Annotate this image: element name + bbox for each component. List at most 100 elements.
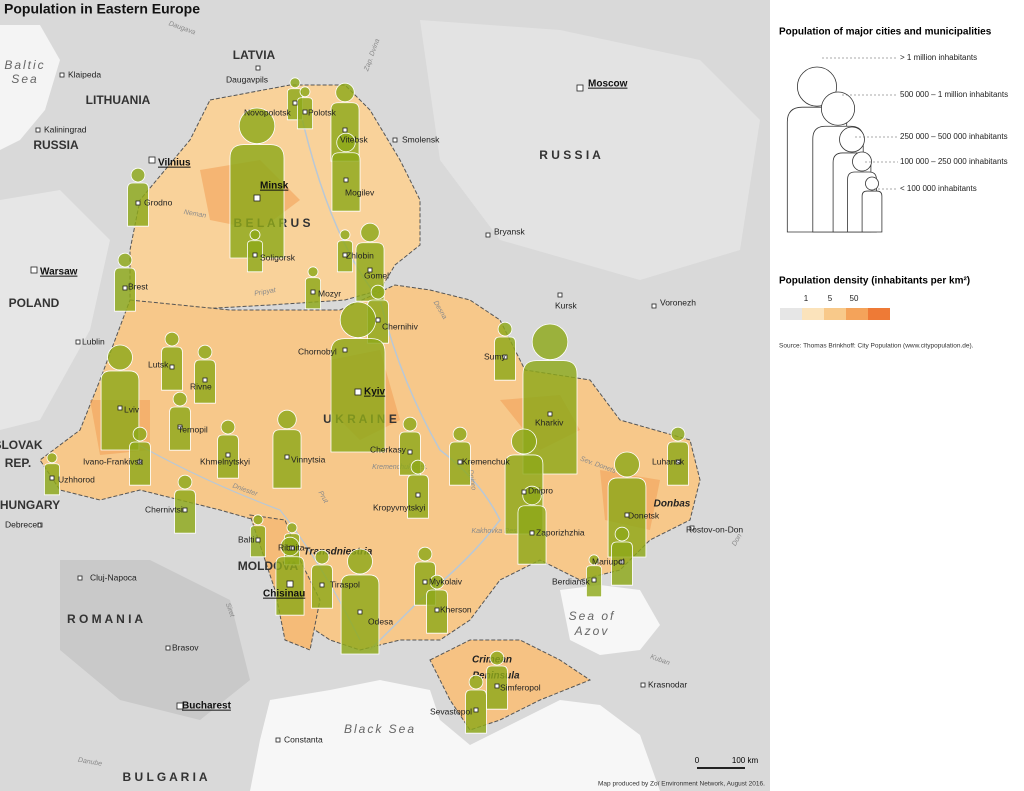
icon-head xyxy=(249,229,261,241)
city-marker xyxy=(202,377,208,383)
relief xyxy=(60,560,250,720)
legend-title: Population of major cities and municipal… xyxy=(779,27,992,38)
icon-head xyxy=(172,391,188,407)
city-label: Vitebsk xyxy=(340,134,368,144)
city-label: Brasov xyxy=(172,642,199,652)
country-label: SLOVAK xyxy=(0,438,43,452)
legend-class: < 100 000 inhabitants xyxy=(900,184,977,193)
city-labels: Klaipeda Daugavpils Kaliningrad Vilnius Grod… xyxy=(5,65,743,744)
city-marker xyxy=(529,530,535,536)
country-label: POLAND xyxy=(9,296,60,310)
city-label: Ivano-Frankivsk xyxy=(83,456,144,466)
icon-head xyxy=(238,107,276,145)
icon-head xyxy=(299,86,311,98)
icon-body xyxy=(861,190,883,233)
capital-label: Warsaw xyxy=(40,267,78,278)
title: Population in Eastern Europe xyxy=(4,1,200,17)
icon-head xyxy=(670,426,686,442)
icon-head xyxy=(839,126,865,153)
city-label: Kaliningrad xyxy=(44,124,87,134)
icon-body xyxy=(100,370,140,451)
icon-head xyxy=(360,222,380,243)
city-marker xyxy=(343,177,349,183)
region-label: Donbas xyxy=(654,499,691,510)
icon-body xyxy=(340,574,380,655)
country-label: REP. xyxy=(5,456,31,470)
sea-label: Black Sea xyxy=(344,722,416,736)
icon-head xyxy=(252,514,264,526)
capital-label: Vilnius xyxy=(158,158,191,169)
country-label: LATVIA xyxy=(233,48,276,62)
city-marker xyxy=(286,580,294,588)
city-label: Kursk xyxy=(555,300,577,310)
black-sea xyxy=(250,680,660,791)
city-marker xyxy=(342,347,348,353)
legend-class: > 1 million inhabitants xyxy=(900,53,977,62)
city-label: Berdiansk xyxy=(552,576,591,586)
city-marker xyxy=(624,512,630,518)
icon-head xyxy=(614,451,640,478)
city-marker xyxy=(310,289,316,295)
country-label: R U S S I A xyxy=(539,148,601,162)
city-marker xyxy=(253,194,261,202)
relief xyxy=(0,190,110,430)
city-label: Voronezh xyxy=(660,297,696,307)
icon-head xyxy=(164,331,180,347)
icon-head xyxy=(522,485,542,506)
density-swatch xyxy=(802,308,824,320)
city-label: Soligorsk xyxy=(260,252,296,262)
city-label: Mozyr xyxy=(318,288,341,298)
city-marker xyxy=(148,156,156,164)
city-marker xyxy=(422,579,428,585)
capital-label: Chisinau xyxy=(263,589,305,600)
city-marker xyxy=(502,354,508,360)
river-label: Pripyat xyxy=(254,287,278,298)
icon-head xyxy=(497,321,513,337)
city-label: Cherkasy xyxy=(370,444,407,454)
icon-head xyxy=(402,416,418,432)
scale-bar: 0 100 km xyxy=(695,756,759,769)
city-label: Klaipeda xyxy=(68,69,101,79)
capital-label: Bucharest xyxy=(182,701,232,712)
river-label: Dnipro xyxy=(466,469,476,491)
city-marker xyxy=(225,452,231,458)
city-marker xyxy=(640,682,646,688)
city-marker xyxy=(407,449,413,455)
city-marker xyxy=(275,737,281,743)
city-label: Polotsk xyxy=(308,107,337,117)
city-marker xyxy=(591,577,597,583)
city-label: Bryansk xyxy=(494,226,525,236)
legend: Population of major cities and municipal… xyxy=(779,27,1008,350)
icon-head xyxy=(339,301,377,339)
scale-label: 100 km xyxy=(732,756,759,765)
baltic-sea xyxy=(0,25,60,150)
legend-title: Population density (inhabitants per km²) xyxy=(779,276,970,287)
city-marker xyxy=(375,317,381,323)
river-label: Siret xyxy=(224,602,236,619)
icon-head xyxy=(286,522,298,534)
icon-head xyxy=(107,344,133,371)
icon-head xyxy=(307,266,319,278)
sea-of-azov xyxy=(560,585,660,655)
country-label: B U L G A R I A xyxy=(122,770,207,784)
city-label: Ribnita xyxy=(278,542,305,552)
icon-head xyxy=(277,409,297,430)
legend-class: 250 000 – 500 000 inhabitants xyxy=(900,132,1008,141)
river-label: Neman xyxy=(183,209,207,220)
city-label: Chornobyl xyxy=(298,346,337,356)
city-label: Constanta xyxy=(284,734,323,744)
city-marker xyxy=(619,559,625,565)
density-swatch xyxy=(868,308,890,320)
city-label: Khmelnytskyi xyxy=(200,456,250,466)
city-label: Krasnodar xyxy=(648,679,687,689)
city-label: Brest xyxy=(128,281,148,291)
city-marker xyxy=(494,683,500,689)
city-marker xyxy=(689,525,695,531)
city-marker xyxy=(547,411,553,417)
icon-head xyxy=(130,167,146,183)
city-marker xyxy=(521,489,527,495)
icon-head xyxy=(417,546,433,562)
country-label: LITHUANIA xyxy=(86,93,151,107)
city-label: Balti xyxy=(238,534,255,544)
